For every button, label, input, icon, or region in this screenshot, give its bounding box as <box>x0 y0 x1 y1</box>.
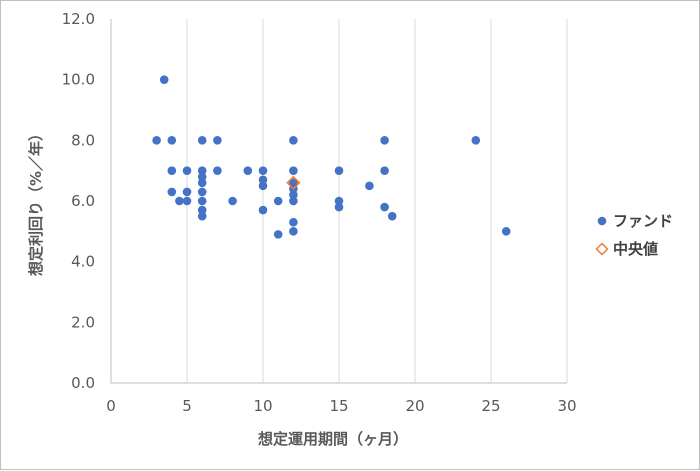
fund-point <box>197 172 207 182</box>
fund-point <box>197 178 207 188</box>
fund-point <box>365 181 374 191</box>
fund-point <box>197 136 207 145</box>
fund-point <box>197 166 207 175</box>
fund-point <box>197 196 207 206</box>
fund-point <box>197 211 207 221</box>
x-tick-label: 30 <box>557 397 576 415</box>
fund-point <box>167 187 177 197</box>
fund-point <box>152 136 161 145</box>
y-tick-label: 8.0 <box>71 131 95 149</box>
fund-point <box>289 217 298 227</box>
legend-fund-marker <box>597 216 607 226</box>
fund-point <box>380 202 389 212</box>
fund-point <box>334 202 344 212</box>
fund-point <box>213 166 222 175</box>
fund-point <box>258 166 268 175</box>
x-tick-label: 20 <box>405 397 424 415</box>
x-tick-labels: 0 5 10 15 20 25 30 <box>106 397 576 415</box>
data-points <box>152 75 511 239</box>
y-tick-label: 2.0 <box>71 313 95 331</box>
fund-point <box>289 178 298 188</box>
x-tick-label: 15 <box>329 397 348 415</box>
fund-point <box>167 166 177 175</box>
median-point <box>286 175 301 190</box>
fund-point <box>273 230 283 239</box>
y-tick-label: 0.0 <box>71 374 95 392</box>
x-tick-label: 25 <box>481 397 500 415</box>
y-tick-label: 10.0 <box>62 71 95 89</box>
fund-point <box>167 136 177 145</box>
x-tick-label: 10 <box>253 397 272 415</box>
fund-point <box>159 75 169 84</box>
fund-point <box>258 205 268 215</box>
fund-point <box>334 196 344 206</box>
legend-median-marker <box>595 242 609 256</box>
fund-point <box>273 196 283 206</box>
fund-point <box>182 187 192 197</box>
x-axis-title: 想定運用期間（ヶ月） <box>257 430 408 448</box>
fund-point <box>175 196 184 206</box>
y-tick-label: 12.0 <box>62 10 95 28</box>
x-tick-label: 0 <box>106 397 116 415</box>
fund-point <box>471 136 481 145</box>
fund-point <box>182 166 192 175</box>
fund-point <box>380 136 389 145</box>
fund-point <box>289 227 298 236</box>
fund-point <box>289 166 298 175</box>
fund-point <box>197 187 207 197</box>
fund-point <box>258 181 268 191</box>
fund-point <box>380 166 389 175</box>
y-axis-title: 想定利回り（%／年） <box>27 126 45 277</box>
legend-label: 中央値 <box>613 240 658 258</box>
fund-point <box>334 166 344 175</box>
fund-point <box>243 166 253 175</box>
fund-point <box>289 136 298 145</box>
fund-point <box>228 196 237 206</box>
y-tick-label: 4.0 <box>71 253 95 271</box>
axes <box>110 19 567 384</box>
fund-point <box>197 205 207 215</box>
legend-label: ファンド <box>613 212 673 230</box>
fund-point <box>289 196 298 206</box>
y-tick-labels: 0.0 2.0 4.0 6.0 8.0 10.0 12.0 <box>62 10 95 392</box>
fund-point <box>501 227 511 236</box>
fund-point <box>182 196 192 206</box>
y-tick-label: 6.0 <box>71 192 95 210</box>
fund-point <box>289 190 298 200</box>
fund-point <box>213 136 222 145</box>
fund-point <box>258 175 268 185</box>
fund-point <box>387 211 397 221</box>
x-tick-label: 5 <box>182 397 192 415</box>
gridlines <box>186 19 568 383</box>
